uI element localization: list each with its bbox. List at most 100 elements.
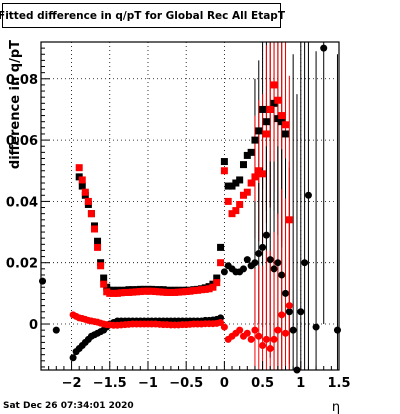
data-point-circle <box>333 326 341 334</box>
data-point-square <box>84 197 92 205</box>
data-point-square <box>113 289 121 297</box>
x-tick-label: −2 <box>62 376 82 391</box>
data-point-square <box>194 286 202 294</box>
data-point-square <box>94 237 102 245</box>
data-point-circle <box>289 326 297 334</box>
data-point-square <box>236 176 244 184</box>
data-point-square <box>144 287 152 295</box>
data-point-square <box>262 130 270 138</box>
y-tick-label: 0.06 <box>6 134 38 149</box>
data-point-square <box>78 176 86 184</box>
data-point-square <box>167 288 175 296</box>
data-point-square <box>255 127 263 135</box>
axis-ticks <box>40 41 340 370</box>
data-point-circle <box>251 259 259 267</box>
x-tick-label: −0.5 <box>169 376 203 391</box>
data-point-square <box>190 287 198 295</box>
data-point-circle <box>262 231 270 239</box>
data-point-square <box>255 167 263 175</box>
data-point-circle <box>255 250 263 258</box>
data-point-square <box>106 289 114 297</box>
y-axis-label: difference in q/pT <box>8 40 23 169</box>
data-point-square <box>224 182 232 190</box>
data-point-square <box>100 280 108 288</box>
data-point-circle <box>255 332 263 340</box>
data-point-square <box>243 188 251 196</box>
data-point-circle <box>301 259 309 267</box>
data-point-circle <box>285 308 293 316</box>
data-point-square <box>152 288 160 296</box>
y-tick-label: 0.04 <box>6 195 38 210</box>
data-point-circle <box>297 308 305 316</box>
data-point-square <box>217 243 225 251</box>
data-point-square <box>224 197 232 205</box>
data-point-square <box>87 210 95 218</box>
data-point-square <box>97 262 105 270</box>
data-point-square <box>159 288 167 296</box>
x-tick-label: −1 <box>138 376 158 391</box>
y-tick-label: 0 <box>29 318 38 333</box>
data-point-square <box>171 288 179 296</box>
data-point-square <box>94 243 102 251</box>
data-point-circle <box>282 329 290 337</box>
data-point-square <box>81 188 89 196</box>
data-point-square <box>274 96 282 104</box>
data-point-square <box>213 274 221 282</box>
data-point-circle <box>52 326 60 334</box>
data-point-square <box>75 164 83 172</box>
data-point-square <box>117 289 125 297</box>
data-point-square <box>236 200 244 208</box>
data-point-square <box>140 287 148 295</box>
data-point-square <box>278 118 286 126</box>
data-point-square <box>220 167 228 175</box>
data-point-square <box>251 173 259 181</box>
data-point-square <box>220 158 228 166</box>
data-point-circle <box>220 323 228 331</box>
data-point-circle <box>270 335 278 343</box>
data-point-square <box>178 288 186 296</box>
data-point-square <box>262 118 270 126</box>
data-point-square <box>259 170 267 178</box>
data-point-circle <box>259 243 267 251</box>
data-markers <box>39 44 341 374</box>
data-point-square <box>100 274 108 282</box>
data-point-circle <box>312 323 320 331</box>
data-point-circle <box>320 44 328 52</box>
data-point-circle <box>217 318 225 326</box>
x-tick-label: 0.5 <box>251 376 274 391</box>
data-point-square <box>239 161 247 169</box>
data-point-square <box>110 289 118 297</box>
data-point-circle <box>69 354 77 362</box>
data-point-square <box>209 283 217 291</box>
data-point-circle <box>274 326 282 334</box>
data-point-circle <box>282 289 290 297</box>
data-point-circle <box>278 271 286 279</box>
y-tick-label: 0.02 <box>6 257 38 272</box>
data-point-square <box>129 288 137 296</box>
data-point-circle <box>274 259 282 267</box>
data-point-square <box>217 259 225 267</box>
data-point-square <box>282 121 290 129</box>
data-point-square <box>205 285 213 293</box>
data-point-circle <box>266 256 274 264</box>
data-point-square <box>78 182 86 190</box>
data-point-circle <box>259 341 267 349</box>
data-point-square <box>90 225 98 233</box>
data-point-square <box>148 287 156 295</box>
data-point-circle <box>262 335 270 343</box>
data-point-square <box>121 288 129 296</box>
data-point-circle <box>236 326 244 334</box>
data-point-square <box>278 112 286 120</box>
data-point-square <box>232 179 240 187</box>
data-point-square <box>133 288 141 296</box>
data-point-square <box>201 285 209 293</box>
data-point-square <box>247 179 255 187</box>
data-point-square <box>247 148 255 156</box>
data-point-square <box>155 288 163 296</box>
chart-title: Fitted difference in q/pT for Global Rec… <box>0 3 285 28</box>
data-point-circle <box>251 326 259 334</box>
data-point-circle <box>285 302 293 310</box>
x-tick-label: 1 <box>296 376 305 391</box>
data-point-square <box>182 288 190 296</box>
